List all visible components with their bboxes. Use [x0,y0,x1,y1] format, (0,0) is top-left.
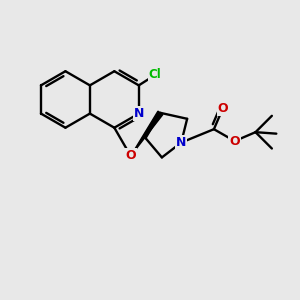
Text: O: O [218,102,228,115]
Text: O: O [125,149,136,162]
Text: O: O [230,135,240,148]
Polygon shape [131,111,163,156]
Text: Cl: Cl [149,68,161,82]
Text: N: N [134,107,144,120]
Text: N: N [176,136,186,149]
